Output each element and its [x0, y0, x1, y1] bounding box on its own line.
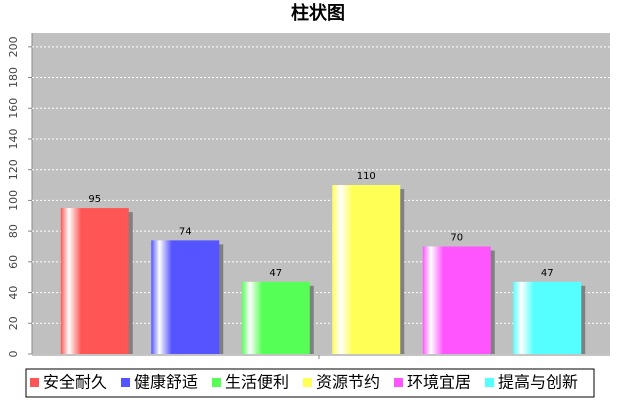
y-tick-label: 0 [7, 351, 20, 358]
y-tick-label: 40 [7, 286, 20, 300]
legend-label: 提高与创新 [498, 373, 578, 392]
y-tick-label: 20 [7, 316, 20, 330]
bar [513, 281, 582, 354]
legend-swatch [121, 378, 130, 387]
legend-label: 健康舒适 [134, 373, 198, 392]
y-tick-label: 180 [7, 67, 20, 88]
y-tick-label: 80 [7, 224, 20, 238]
bar [422, 246, 491, 354]
legend-label: 生活便利 [225, 373, 289, 392]
legend-swatch [212, 378, 221, 387]
y-tick-label: 140 [7, 128, 20, 149]
bar [151, 240, 220, 354]
legend-swatch [30, 378, 39, 387]
legend-swatch [303, 378, 312, 387]
y-tick-label: 120 [7, 159, 20, 180]
bar [241, 281, 310, 354]
y-tick-label: 60 [7, 255, 20, 269]
legend-label: 环境宜居 [407, 373, 471, 392]
value-label: 95 [88, 194, 101, 205]
chart-title: 柱状图 [291, 2, 345, 24]
value-label: 110 [357, 171, 376, 182]
legend-swatch [485, 378, 494, 387]
bar [332, 185, 401, 354]
value-label: 70 [450, 232, 463, 243]
value-label: 47 [269, 268, 282, 279]
y-tick-label: 100 [7, 190, 20, 211]
value-label: 47 [541, 268, 554, 279]
legend-swatch [394, 378, 403, 387]
legend-box [25, 368, 595, 398]
y-tick-label: 200 [7, 36, 20, 57]
legend-label: 资源节约 [316, 373, 380, 392]
y-tick-label: 160 [7, 98, 20, 119]
legend-label: 安全耐久 [43, 373, 107, 392]
value-label: 74 [179, 226, 192, 237]
bar [60, 208, 129, 354]
